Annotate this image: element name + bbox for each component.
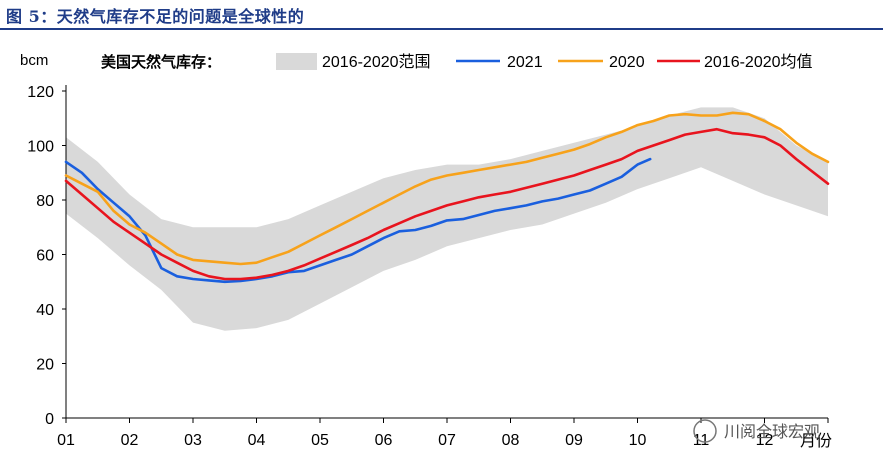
watermark: 川阅全球宏观 — [693, 419, 820, 443]
watermark-text: 川阅全球宏观 — [724, 422, 820, 441]
wechat-icon — [693, 419, 717, 443]
series-avg-line — [64, 127, 830, 281]
y-tick-label: 100 — [27, 139, 54, 156]
x-tick-label: 02 — [121, 432, 139, 449]
y-tick-label: 40 — [36, 302, 54, 319]
x-tick-label: 04 — [248, 432, 266, 449]
legend-band-label: 2016-2020范围 — [322, 53, 431, 71]
y-tick-label: 20 — [36, 357, 54, 374]
legend: 美国天然气库存： 2016-2020范围 2021 2020 2016-2020… — [101, 53, 813, 71]
series-2021-line — [64, 157, 652, 284]
y-tick-label: 0 — [45, 411, 54, 428]
y-axis-unit: bcm — [20, 52, 48, 69]
title-divider — [0, 28, 883, 30]
figure-title: 图 5：天然气库存不足的问题是全球性的 — [6, 7, 305, 26]
legend-2020-label: 2020 — [609, 54, 645, 71]
x-tick-label: 06 — [375, 432, 393, 449]
x-tick-label: 12 — [756, 432, 774, 449]
legend-band-swatch — [276, 53, 317, 70]
x-axis-note: 月份 — [800, 432, 832, 450]
legend-avg-label: 2016-2020均值 — [704, 53, 813, 71]
legend-2021-label: 2021 — [507, 54, 543, 71]
legend-title: 美国天然气库存： — [101, 53, 221, 71]
x-tick-label: 10 — [629, 432, 647, 449]
x-tick-label: 01 — [57, 432, 75, 449]
series-2020-line — [64, 111, 830, 266]
x-tick-label: 03 — [184, 432, 202, 449]
x-tick-label: 09 — [565, 432, 583, 449]
x-tick-label: 08 — [502, 432, 520, 449]
x-tick-label: 05 — [311, 432, 329, 449]
y-tick-label: 120 — [27, 84, 54, 101]
y-tick-label: 80 — [36, 193, 54, 210]
x-tick-label: 07 — [438, 432, 456, 449]
y-tick-label: 60 — [36, 248, 54, 265]
